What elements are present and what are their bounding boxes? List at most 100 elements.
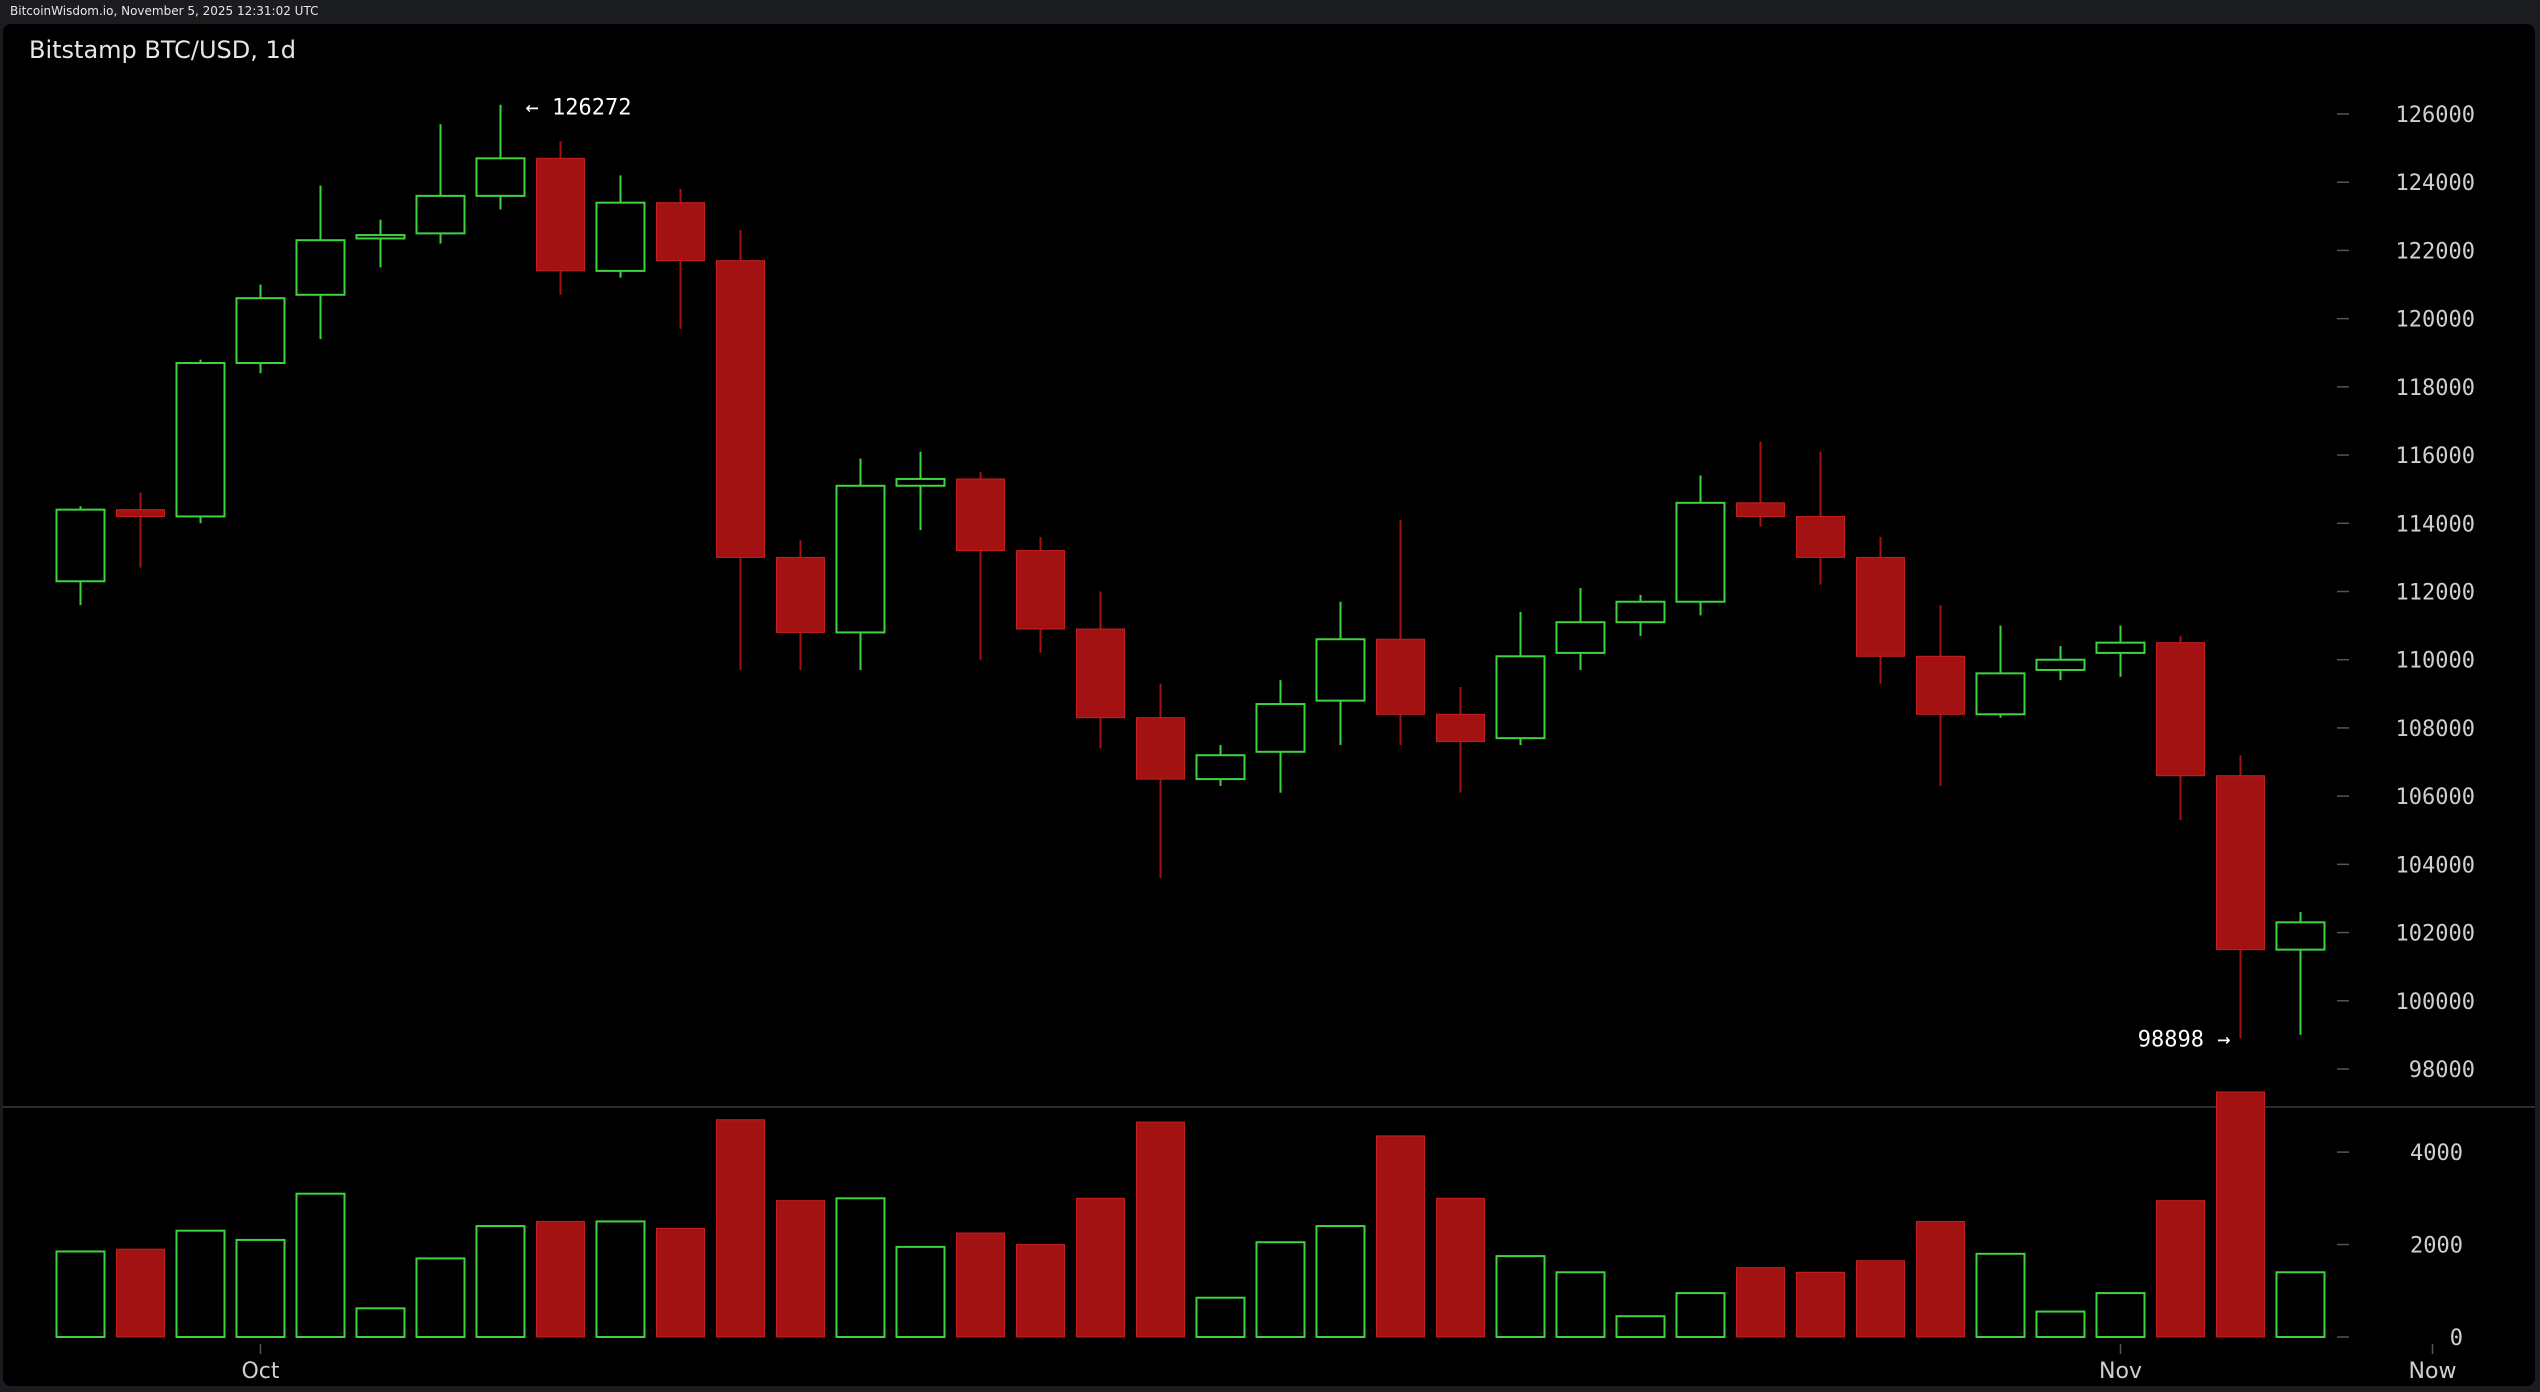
volume-bar-up xyxy=(55,1250,106,1338)
volume-bar-down xyxy=(1796,1271,1845,1338)
candle-body-up xyxy=(1675,501,1726,603)
volume-bar-down xyxy=(1136,1121,1185,1338)
volume-tick-label: 2000 xyxy=(2410,1234,2463,1259)
candle-body-down xyxy=(1796,515,1845,558)
candle-body-up xyxy=(1975,672,2026,716)
candle-body-down xyxy=(2216,775,2265,951)
price-tick-label: 104000 xyxy=(2396,853,2475,878)
candle-body-up xyxy=(595,201,646,272)
volume-bar-up xyxy=(175,1229,226,1338)
volume-bar-down xyxy=(1376,1135,1425,1338)
candlestick-chart[interactable]: 98000 100000 102000 104000 106000 108000 11000… xyxy=(3,24,2535,1386)
volume-bar-up xyxy=(2095,1292,2146,1339)
volume-bar-up xyxy=(355,1307,406,1338)
volume-bar-down xyxy=(1736,1267,1785,1338)
price-tick-label: 118000 xyxy=(2396,376,2475,401)
price-tick-label: 108000 xyxy=(2396,717,2475,742)
candle-body-down xyxy=(776,556,825,633)
volume-bar-up xyxy=(1315,1225,1366,1339)
volume-bar-up xyxy=(295,1192,346,1338)
candle-series xyxy=(55,104,2326,1039)
volume-series xyxy=(55,1091,2326,1339)
candle-body-up xyxy=(835,484,886,634)
volume-bar-down xyxy=(1856,1260,1905,1338)
candle-body-up xyxy=(415,194,466,235)
volume-bar-down xyxy=(116,1248,165,1338)
candle-body-down xyxy=(1856,556,1905,657)
candle-body-down xyxy=(536,157,585,272)
volume-bar-down xyxy=(716,1119,765,1338)
price-tick-label: 106000 xyxy=(2396,785,2475,810)
volume-bar-up xyxy=(1675,1292,1726,1339)
volume-bar-up xyxy=(1495,1255,1546,1338)
volume-bar-up xyxy=(1615,1315,1666,1339)
time-axis: Oct Nov Now xyxy=(241,1344,2456,1384)
volume-bar-up xyxy=(595,1220,646,1338)
volume-bar-down xyxy=(2156,1200,2205,1338)
price-tick-label: 110000 xyxy=(2396,649,2475,674)
candle-body-down xyxy=(656,202,705,262)
candle-body-up xyxy=(2095,641,2146,654)
candle-body-up xyxy=(1255,703,1306,753)
candle-body-down xyxy=(1916,655,1965,715)
candle-body-up xyxy=(1555,621,1606,654)
volume-bar-up xyxy=(835,1197,886,1339)
price-tick-label: 98000 xyxy=(2409,1058,2475,1083)
volume-bar-up xyxy=(415,1257,466,1338)
volume-bar-up xyxy=(1975,1252,2026,1339)
volume-tick-label: 4000 xyxy=(2410,1141,2463,1166)
price-tick-label: 114000 xyxy=(2396,512,2475,537)
price-tick-label: 122000 xyxy=(2396,239,2475,264)
candle-body-up xyxy=(1615,600,1666,624)
candle-body-down xyxy=(1016,550,1065,630)
candle-body-up xyxy=(895,477,946,487)
candle-body-down xyxy=(1136,717,1185,780)
source-header-bar: BitcoinWisdom.io, November 5, 2025 12:31… xyxy=(0,0,2540,22)
candle-body-up xyxy=(295,239,346,296)
price-tick-label: 112000 xyxy=(2396,581,2475,606)
time-tick-label: Now xyxy=(2409,1359,2457,1384)
volume-bar-down xyxy=(1436,1197,1485,1338)
candle-body-up xyxy=(475,157,526,197)
volume-bar-down xyxy=(1016,1244,1065,1338)
volume-bar-down xyxy=(1076,1197,1125,1338)
candle-body-down xyxy=(1736,502,1785,517)
volume-bar-up xyxy=(895,1245,946,1339)
candle-body-up xyxy=(2275,921,2326,951)
candle-body-down xyxy=(2156,642,2205,777)
source-timestamp: BitcoinWisdom.io, November 5, 2025 12:31… xyxy=(10,4,319,18)
price-tick-label: 120000 xyxy=(2396,308,2475,333)
volume-bar-down xyxy=(656,1227,705,1338)
chart-panel[interactable]: 98000 100000 102000 104000 106000 108000 11000… xyxy=(3,24,2535,1386)
volume-bar-down xyxy=(1916,1220,1965,1338)
high-price-annotation: ← 126272 xyxy=(526,96,632,121)
candle-body-up xyxy=(1315,638,1366,702)
price-tick-label: 124000 xyxy=(2396,171,2475,196)
time-tick-label: Nov xyxy=(2099,1359,2142,1384)
candle-body-up xyxy=(235,297,286,364)
chart-title: Bitstamp BTC/USD, 1d xyxy=(29,36,296,64)
volume-bar-down xyxy=(776,1200,825,1338)
low-price-annotation: 98898 → xyxy=(2138,1027,2231,1052)
time-tick-label: Oct xyxy=(241,1359,279,1384)
candle-body-down xyxy=(1076,628,1125,719)
volume-axis-ticks: 0 2000 4000 xyxy=(2337,1141,2463,1351)
price-tick-label: 100000 xyxy=(2396,990,2475,1015)
volume-bar-down xyxy=(2216,1091,2265,1338)
volume-bar-up xyxy=(235,1238,286,1339)
price-tick-label: 102000 xyxy=(2396,922,2475,947)
volume-bar-up xyxy=(1195,1296,1246,1338)
volume-bar-up xyxy=(2035,1310,2086,1338)
candle-body-down xyxy=(716,260,765,558)
volume-tick-label: 0 xyxy=(2450,1326,2463,1351)
candle-body-up xyxy=(55,508,106,583)
price-annotations: ← 126272 98898 → xyxy=(526,96,2231,1053)
candle-body-up xyxy=(1495,655,1546,740)
volume-bar-up xyxy=(1255,1241,1306,1338)
candle-body-down xyxy=(116,509,165,517)
candle-body-up xyxy=(175,361,226,518)
price-tick-label: 116000 xyxy=(2396,444,2475,469)
volume-bar-up xyxy=(1555,1271,1606,1338)
candle-body-down xyxy=(956,478,1005,552)
candle-body-up xyxy=(355,234,406,240)
